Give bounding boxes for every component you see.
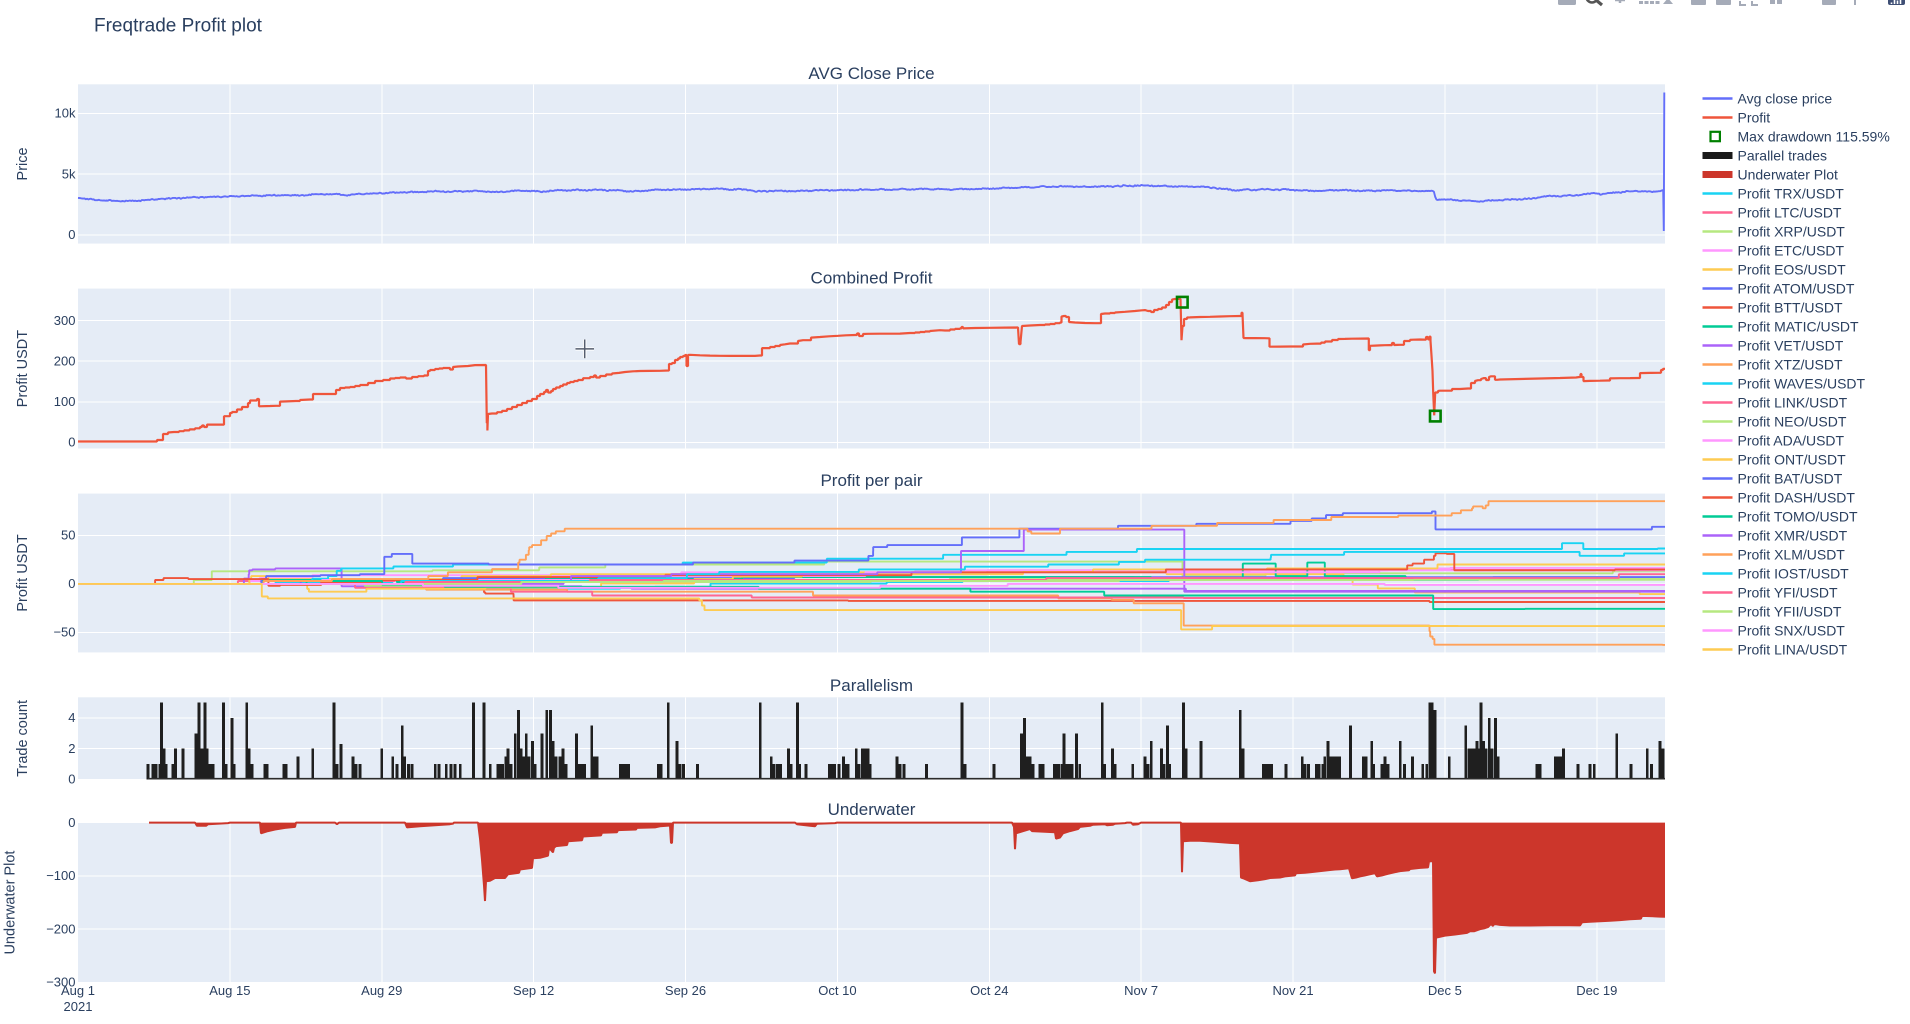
svg-text:Profit USDT: Profit USDT [15,330,31,407]
svg-text:300: 300 [54,313,76,328]
svg-text:Profit LINK/USDT: Profit LINK/USDT [1738,394,1848,410]
svg-text:−50: −50 [53,625,75,640]
svg-text:Parallel trades: Parallel trades [1738,147,1828,163]
svg-text:0: 0 [68,772,75,787]
svg-text:AVG Close Price: AVG Close Price [808,64,934,83]
svg-text:Nov 7: Nov 7 [1124,983,1158,998]
svg-text:Profit YFI/USDT: Profit YFI/USDT [1738,584,1839,600]
svg-text:Profit DASH/USDT: Profit DASH/USDT [1738,489,1856,505]
svg-text:Profit YFII/USDT: Profit YFII/USDT [1738,603,1842,619]
svg-text:Profit USDT: Profit USDT [15,534,31,611]
svg-text:Freqtrade Profit plot: Freqtrade Profit plot [94,16,263,37]
svg-text:Profit LTC/USDT: Profit LTC/USDT [1738,204,1842,220]
svg-text:Profit EOS/USDT: Profit EOS/USDT [1738,261,1847,277]
svg-text:2021: 2021 [64,999,93,1014]
svg-text:Avg close price: Avg close price [1738,90,1833,106]
svg-text:Profit SNX/USDT: Profit SNX/USDT [1738,622,1846,638]
svg-text:0: 0 [68,576,75,591]
svg-text:−200: −200 [46,921,75,936]
svg-text:200: 200 [54,353,76,368]
svg-text:Profit NEO/USDT: Profit NEO/USDT [1738,413,1847,429]
svg-text:Aug 29: Aug 29 [361,983,402,998]
svg-text:Profit TOMO/USDT: Profit TOMO/USDT [1738,508,1859,524]
svg-text:Profit VET/USDT: Profit VET/USDT [1738,337,1844,353]
svg-text:Profit ETC/USDT: Profit ETC/USDT [1738,242,1845,258]
svg-text:−300: −300 [46,975,75,990]
svg-text:Underwater Plot: Underwater Plot [1738,166,1838,182]
svg-text:Dec 5: Dec 5 [1428,983,1462,998]
svg-text:Profit TRX/USDT: Profit TRX/USDT [1738,185,1845,201]
svg-text:Trade count: Trade count [15,700,31,777]
svg-text:Profit WAVES/USDT: Profit WAVES/USDT [1738,375,1866,391]
svg-text:4: 4 [68,710,75,725]
svg-text:Dec 19: Dec 19 [1576,983,1617,998]
svg-text:Profit ATOM/USDT: Profit ATOM/USDT [1738,280,1855,296]
svg-text:Profit ONT/USDT: Profit ONT/USDT [1738,451,1847,467]
svg-text:Nov 21: Nov 21 [1272,983,1313,998]
svg-text:100: 100 [54,394,76,409]
svg-text:0: 0 [68,227,75,242]
svg-text:Profit XRP/USDT: Profit XRP/USDT [1738,223,1846,239]
svg-text:5k: 5k [62,166,76,181]
svg-text:Profit ADA/USDT: Profit ADA/USDT [1738,432,1845,448]
svg-text:Sep 26: Sep 26 [665,983,706,998]
svg-text:Underwater Plot: Underwater Plot [3,851,19,955]
svg-text:Profit MATIC/USDT: Profit MATIC/USDT [1738,318,1860,334]
svg-text:Profit XTZ/USDT: Profit XTZ/USDT [1738,356,1843,372]
svg-text:Oct 24: Oct 24 [970,983,1008,998]
svg-text:Profit BAT/USDT: Profit BAT/USDT [1738,470,1843,486]
svg-text:−100: −100 [46,868,75,883]
svg-text:Profit BTT/USDT: Profit BTT/USDT [1738,299,1843,315]
svg-text:Parallelism: Parallelism [830,676,913,695]
svg-text:Aug 1: Aug 1 [61,983,95,998]
svg-text:2: 2 [68,741,75,756]
svg-text:Profit IOST/USDT: Profit IOST/USDT [1738,565,1850,581]
svg-text:Price: Price [15,147,31,180]
svg-text:50: 50 [61,528,75,543]
svg-text:Profit LINA/USDT: Profit LINA/USDT [1738,641,1848,657]
svg-text:0: 0 [68,815,75,830]
svg-text:Combined Profit: Combined Profit [811,268,933,287]
svg-text:Oct 10: Oct 10 [818,983,856,998]
svg-text:Max drawdown 115.59%: Max drawdown 115.59% [1738,128,1890,144]
svg-text:Profit XMR/USDT: Profit XMR/USDT [1738,527,1848,543]
svg-text:Underwater: Underwater [828,800,916,819]
svg-text:Profit per pair: Profit per pair [820,471,922,490]
svg-text:Aug 15: Aug 15 [209,983,250,998]
svg-text:10k: 10k [55,105,76,120]
svg-text:Sep 12: Sep 12 [513,983,554,998]
svg-text:Profit XLM/USDT: Profit XLM/USDT [1738,546,1846,562]
svg-text:Profit: Profit [1738,109,1771,125]
svg-text:0: 0 [68,435,75,450]
